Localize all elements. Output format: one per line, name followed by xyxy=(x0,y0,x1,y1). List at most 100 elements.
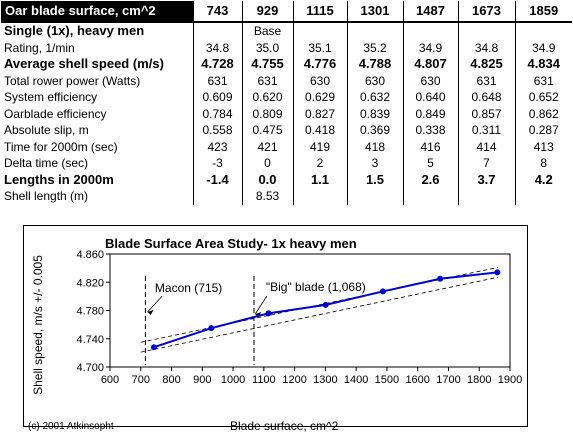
table-cell: 34.9 xyxy=(403,39,459,56)
table-row: Rating, 1/min 34.8 35.0 35.1 35.2 34.9 34.8 34.… xyxy=(1,39,572,56)
table-cell: 4.807 xyxy=(403,56,459,73)
table-cell: 3 xyxy=(347,155,404,172)
table-cell: 34.9 xyxy=(532,40,556,55)
table-cell: 4.834 xyxy=(527,56,561,72)
table-cell: 0.862 xyxy=(528,106,559,121)
x-tick-label: 1600 xyxy=(405,374,429,386)
plot-area xyxy=(109,253,511,368)
table-cell xyxy=(458,188,516,205)
table-cell: 0.369 xyxy=(347,122,404,139)
table-cell: 0.839 xyxy=(347,105,404,122)
table-row: Oarblade efficiency 0.784 0.809 0.827 0.839 0… xyxy=(1,105,572,122)
table-cell: 1.5 xyxy=(347,171,404,188)
table-cell: 421 xyxy=(242,138,294,155)
table-cell: 34.8 xyxy=(193,39,243,56)
table-cell: 631 xyxy=(458,72,516,89)
annotation-label: "Big" blade (1,068) xyxy=(266,280,366,294)
table-cell: 0.0 xyxy=(242,171,294,188)
data-point xyxy=(322,301,329,308)
data-point xyxy=(208,325,215,332)
table-cell: 4.755 xyxy=(242,56,294,73)
table-cell: 34.8 xyxy=(458,39,516,56)
x-tick-label: 1100 xyxy=(252,374,276,386)
x-tick-label: 1000 xyxy=(221,374,245,386)
table-cell: 0.287 xyxy=(528,123,559,138)
table-cell: 631 xyxy=(193,72,243,89)
x-tick-label: 1700 xyxy=(436,374,460,386)
table-cell: 630 xyxy=(347,72,404,89)
table-cell xyxy=(193,22,243,40)
y-tick-label: 4.820 xyxy=(76,277,104,289)
table-cell xyxy=(403,188,459,205)
table-row: Total rower power (Watts) 631 631 630 630 630… xyxy=(1,72,572,89)
table-row: Time for 2000m (sec) 423 421 419 418 416 414 41… xyxy=(1,138,572,155)
row-label: Oarblade efficiency xyxy=(1,105,194,122)
table-cell: 0.827 xyxy=(293,105,348,122)
y-tick-label: 4.740 xyxy=(76,334,104,346)
table-cell: 4.825 xyxy=(458,56,516,73)
table-cell: 0.338 xyxy=(403,122,459,139)
row-label: Absolute slip, m xyxy=(1,122,194,139)
data-point xyxy=(151,344,157,351)
table-cell: 0.620 xyxy=(242,89,294,106)
arrow-head xyxy=(255,312,262,317)
table-row: Delta time (sec) -3 0 2 3 5 7 8 xyxy=(1,155,572,172)
table-cell: 4.776 xyxy=(293,56,348,73)
table-cell: 419 xyxy=(293,138,348,155)
x-tick-label: 800 xyxy=(162,374,180,386)
table-cell: 8 xyxy=(540,156,548,171)
table-cell: 0.629 xyxy=(293,89,348,106)
table-cell: 423 xyxy=(193,138,243,155)
table-cell xyxy=(293,188,348,205)
table-cell xyxy=(458,22,516,40)
x-tick-label: 1400 xyxy=(344,374,368,386)
table-row: Absolute slip, m 0.558 0.475 0.418 0.369 0.33… xyxy=(1,122,572,139)
table-cell: 418 xyxy=(347,138,404,155)
chart-title: Blade Surface Area Study- 1x heavy men xyxy=(105,236,357,251)
table-cell: 414 xyxy=(458,138,516,155)
row-label: Delta time (sec) xyxy=(1,155,194,172)
table-cell: Base xyxy=(242,22,294,40)
table-cell xyxy=(347,22,404,40)
table-cell xyxy=(293,22,348,40)
table-cell: 4.788 xyxy=(347,56,404,73)
table-cell: 3.7 xyxy=(458,171,516,188)
table-cell: 413 xyxy=(533,139,554,154)
table-cell: 0.632 xyxy=(347,89,404,106)
table-cell: 631 xyxy=(533,73,554,88)
annotation-arrow xyxy=(147,295,163,313)
table-header-row: Oar blade surface, cm^2 743 929 1115 130… xyxy=(1,1,572,23)
table-cell: 0.311 xyxy=(458,122,516,139)
row-label: Shell length (m) xyxy=(1,188,194,205)
table-cell: 35.2 xyxy=(347,39,404,56)
table-cell: 35.0 xyxy=(242,39,294,56)
table-row: Lengths in 2000m -1.4 0.0 1.1 1.5 2.6 3.7 4.2 xyxy=(1,171,572,188)
trend-lower-line xyxy=(140,276,498,353)
table-cell: 4.2 xyxy=(534,171,553,187)
column-header: 1115 xyxy=(293,1,348,23)
table-cell: 4.728 xyxy=(193,56,243,73)
column-header: 929 xyxy=(242,1,294,23)
row-label: Single (1x), heavy men xyxy=(1,22,194,40)
column-header: 1301 xyxy=(347,1,404,23)
row-label: Time for 2000m (sec) xyxy=(1,138,194,155)
table-cell: 0.475 xyxy=(242,122,294,139)
y-tick-label: 4.700 xyxy=(76,362,104,374)
table-cell: 0 xyxy=(242,155,294,172)
column-header: 1487 xyxy=(403,1,459,23)
data-point xyxy=(494,269,501,276)
table-cell: 7 xyxy=(458,155,516,172)
table-cell xyxy=(347,188,404,205)
x-axis-label: Blade surface, cm^2 xyxy=(230,419,339,433)
table-cell: 0.857 xyxy=(458,105,516,122)
data-point xyxy=(265,310,272,317)
row-label: System efficiency xyxy=(1,89,194,106)
x-tick-label: 1900 xyxy=(498,374,522,386)
row-label: Total rower power (Watts) xyxy=(1,72,194,89)
table-cell xyxy=(403,22,459,40)
table-cell: 2.6 xyxy=(403,171,459,188)
table-cell: 5 xyxy=(403,155,459,172)
table-cell: -1.4 xyxy=(193,171,243,188)
data-point xyxy=(437,275,444,282)
